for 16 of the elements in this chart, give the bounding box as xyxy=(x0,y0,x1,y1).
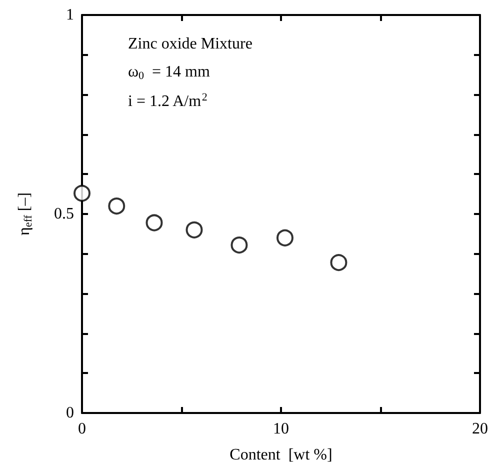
point xyxy=(146,214,163,232)
x-tick-label: 0 xyxy=(78,420,86,438)
y-tick-label: 0.5 xyxy=(54,206,74,222)
point xyxy=(108,198,126,215)
point xyxy=(330,254,348,272)
point xyxy=(230,236,248,254)
point xyxy=(276,229,294,246)
annotation: Zinc oxide Mixture xyxy=(128,36,252,52)
y-tick-label: 1 xyxy=(66,6,74,24)
point xyxy=(186,221,203,238)
x-axis-title: Content [wt %] xyxy=(230,446,332,464)
x-tick-label: 10 xyxy=(273,420,289,438)
y-axis-title: ηeff [–] xyxy=(16,192,34,236)
y-tick-label: 0 xyxy=(66,404,74,422)
point xyxy=(74,184,90,202)
x-tick-label: 20 xyxy=(472,420,488,438)
